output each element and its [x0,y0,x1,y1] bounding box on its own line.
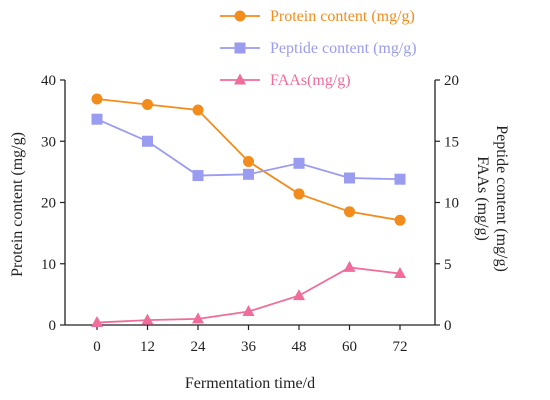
right-y-tick-label: 0 [444,318,452,334]
data-point-peptide [142,135,153,147]
x-tick-label: 60 [342,339,357,355]
right-y-axis-title-peptide: Peptide content (mg/g) [493,125,510,272]
x-tick-label: 36 [241,339,257,355]
x-tick-label: 72 [393,339,408,355]
x-tick-label: 0 [93,339,101,355]
legend-label: FAAs(mg/g) [270,72,351,89]
x-axis-title: Fermentation time/d [185,375,315,392]
left-y-tick-label: 0 [49,318,57,334]
data-point-protein [192,104,204,116]
data-point-peptide [344,172,355,184]
data-point-protein [91,93,103,105]
series-peptide [91,113,406,185]
data-point-faas [91,316,103,328]
data-point-faas [293,289,305,301]
data-point-faas [343,260,356,272]
x-tick-label: 48 [292,339,307,355]
legend-label: Peptide content (mg/g) [270,40,417,57]
legend-marker [234,10,246,22]
left-y-tick-label: 30 [41,134,56,150]
data-point-peptide [243,168,254,180]
legend-item-peptide: Peptide content (mg/g) [220,40,417,57]
data-point-protein [142,99,153,110]
series-faas [91,260,406,328]
right-y-axis-title-faas: FAAs (mg/g) [474,156,491,241]
data-point-protein [243,155,254,167]
data-point-faas [242,305,255,317]
data-point-faas [192,312,204,324]
right-y-tick-label: 15 [444,134,459,150]
plot-area [91,93,406,328]
data-point-protein [293,188,305,200]
left-y-tick-label: 10 [41,257,56,273]
x-tick-label: 12 [140,339,155,355]
data-point-protein [344,206,355,218]
right-y-tick-label: 10 [444,196,459,212]
right-y-tick-label: 5 [444,257,452,273]
legend-item-protein: Protein content (mg/g) [220,8,415,25]
data-point-peptide [192,170,204,182]
legend-label: Protein content (mg/g) [270,8,415,25]
legend-marker [234,73,246,85]
left-y-tick-label: 40 [41,73,56,89]
axes: 0 10 20 30 40 0 5 10 15 20 0 12 24 36 48 60 72 [41,73,459,355]
legend-item-faas: FAAs(mg/g) [220,72,351,89]
x-tick-label: 24 [191,339,207,355]
data-point-peptide [293,157,305,169]
data-point-faas [394,267,406,279]
right-y-tick-label: 20 [444,73,459,89]
left-y-tick-label: 20 [41,196,56,212]
data-point-peptide [394,173,406,185]
data-point-faas [141,313,154,325]
data-point-protein [394,214,406,226]
legend-marker [234,42,246,54]
data-point-peptide [91,113,103,125]
series-protein [91,93,406,226]
legend: Protein content (mg/g) Peptide content (m… [220,8,417,89]
left-y-axis-title: Protein content (mg/g) [9,132,26,277]
